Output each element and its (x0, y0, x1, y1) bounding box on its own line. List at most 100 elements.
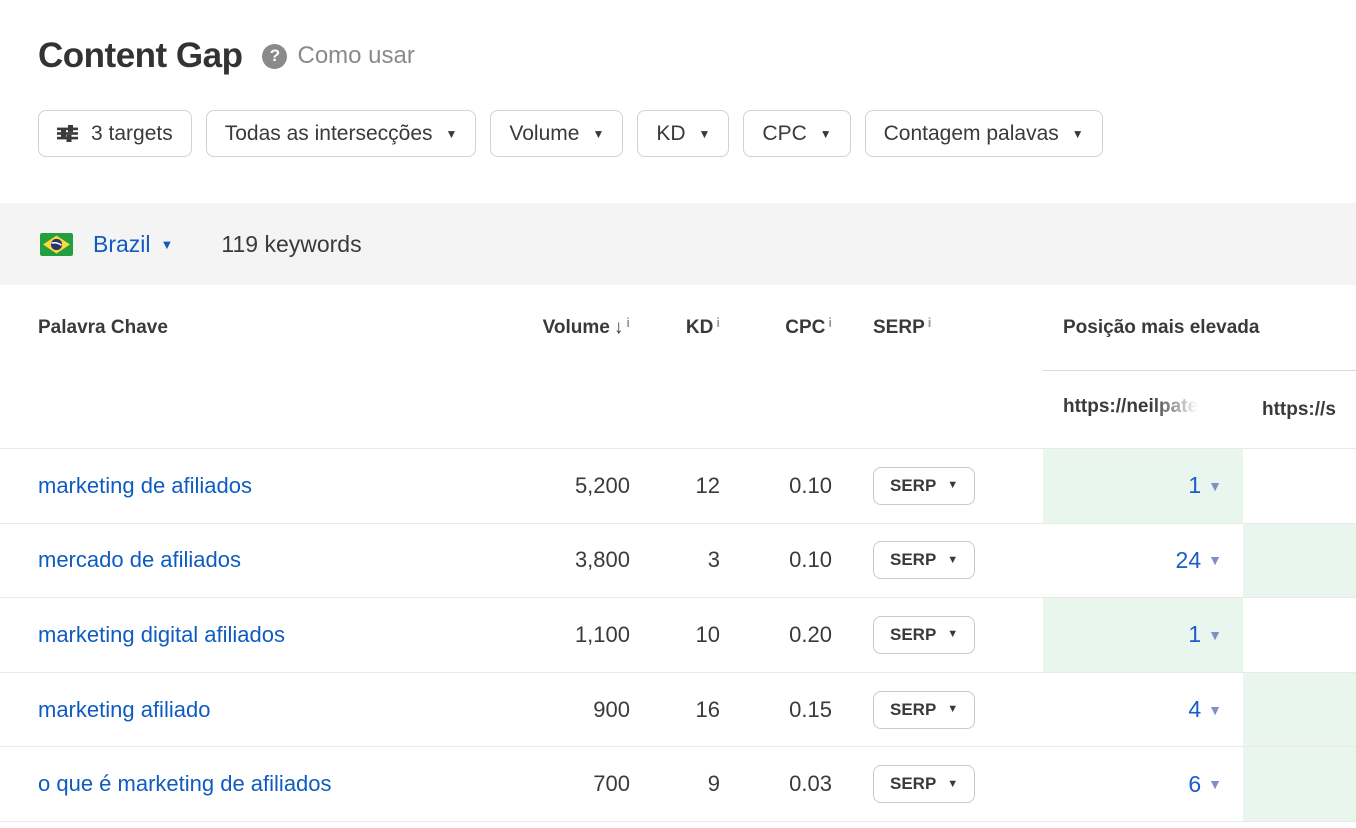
help-link[interactable]: ? Como usar (262, 42, 415, 70)
info-icon: i (828, 315, 832, 330)
position-cell-target1: 4 ▼ (1043, 673, 1243, 747)
position-value: 24 (1175, 546, 1202, 573)
table-row: o que é marketing de afiliados 700 9 0.0… (0, 746, 1356, 821)
chevron-down-icon: ▼ (445, 126, 458, 141)
position-value: 4 (1188, 696, 1202, 723)
volume-filter-label: Volume (509, 121, 580, 145)
keyword-count: 119 keywords (221, 230, 362, 257)
table-row: mercado de afiliados 3,800 3 0.10 SERP ▼… (0, 522, 1356, 598)
col-header-kd[interactable]: KD i (630, 315, 720, 339)
serp-button[interactable]: SERP ▼ (873, 765, 976, 804)
serp-button-label: SERP (890, 550, 937, 570)
position-value: 1 (1188, 621, 1202, 648)
intersections-dropdown[interactable]: Todas as intersecções ▼ (205, 110, 477, 157)
kd-value: 12 (695, 472, 720, 498)
position-cell-target2 (1243, 672, 1356, 747)
cpc-value: 0.20 (789, 621, 832, 647)
position-link[interactable]: 4 ▼ (1188, 696, 1222, 723)
chevron-down-icon: ▼ (1208, 776, 1222, 793)
country-selector[interactable]: Brazil ▼ (93, 231, 173, 258)
serp-button-label: SERP (890, 475, 937, 495)
position-link[interactable]: 1 ▼ (1188, 621, 1222, 648)
position-value: 1 (1188, 472, 1202, 499)
kd-filter-dropdown[interactable]: KD ▼ (637, 110, 730, 157)
cpc-value: 0.10 (789, 547, 832, 573)
kd-value: 10 (695, 621, 720, 647)
keyword-link[interactable]: marketing de afiliados (38, 472, 253, 498)
info-icon: i (626, 315, 630, 330)
col-header-cpc-label: CPC (785, 317, 826, 338)
info-icon: i (716, 315, 720, 330)
chevron-down-icon: ▼ (947, 479, 959, 492)
chevron-down-icon: ▼ (947, 777, 959, 790)
help-icon[interactable]: ? (262, 43, 288, 69)
info-icon: i (927, 315, 932, 330)
keyword-link[interactable]: marketing digital afiliados (38, 621, 286, 647)
chevron-down-icon: ▼ (1071, 126, 1084, 141)
position-link[interactable]: 24 ▼ (1176, 547, 1222, 574)
help-label[interactable]: Como usar (297, 42, 415, 69)
cpc-filter-dropdown[interactable]: CPC ▼ (743, 110, 851, 157)
position-cell-target1: 1 ▼ (1043, 449, 1243, 523)
col-header-target1[interactable]: https://neilpate (1043, 396, 1243, 423)
chevron-down-icon: ▼ (947, 703, 959, 716)
volume-filter-dropdown[interactable]: Volume ▼ (490, 110, 624, 157)
chevron-down-icon: ▼ (819, 126, 832, 141)
brazil-flag-icon (40, 232, 73, 256)
position-cell-target1: 1 ▼ (1043, 598, 1243, 672)
target2-url: https://s (1262, 398, 1336, 420)
volume-value: 5,200 (574, 472, 630, 498)
sliders-icon (57, 125, 78, 142)
position-cell-target2 (1243, 523, 1356, 598)
kd-value: 9 (707, 771, 720, 797)
volume-value: 900 (593, 696, 630, 722)
position-cell-target2 (1243, 449, 1356, 523)
chevron-down-icon: ▼ (592, 126, 605, 141)
chevron-down-icon: ▼ (698, 126, 711, 141)
serp-button[interactable]: SERP ▼ (873, 466, 976, 505)
serp-button[interactable]: SERP ▼ (873, 541, 976, 580)
kd-value: 16 (695, 696, 720, 722)
serp-button-label: SERP (890, 699, 937, 719)
col-header-target2[interactable]: https://s (1243, 399, 1356, 421)
serp-button-label: SERP (890, 624, 937, 644)
cpc-value: 0.15 (789, 696, 832, 722)
chevron-down-icon: ▼ (947, 628, 959, 641)
keyword-link[interactable]: marketing afiliado (38, 696, 211, 722)
col-header-cpc[interactable]: CPC i (720, 315, 832, 339)
col-header-kd-label: KD (685, 317, 714, 338)
keyword-link[interactable]: o que é marketing de afiliados (38, 771, 332, 797)
kd-filter-label: KD (656, 121, 686, 145)
position-link[interactable]: 6 ▼ (1188, 771, 1222, 798)
chevron-down-icon: ▼ (1208, 701, 1222, 718)
intersections-label: Todas as intersecções (224, 121, 433, 145)
targets-button-label: 3 targets (91, 121, 173, 145)
country-bar: Brazil ▼ 119 keywords (0, 203, 1356, 285)
chevron-down-icon: ▼ (1208, 552, 1222, 569)
position-value: 6 (1188, 770, 1202, 797)
table-row: marketing digital afiliados 1,100 10 0.2… (0, 597, 1356, 672)
page-header: Content Gap ? Como usar (0, 0, 1356, 78)
filter-toolbar: 3 targets Todas as intersecções ▼ Volume… (38, 110, 1356, 157)
serp-button[interactable]: SERP ▼ (873, 690, 976, 729)
table-row: marketing afiliado 900 16 0.15 SERP ▼ 4 … (0, 671, 1356, 747)
serp-button[interactable]: SERP ▼ (873, 615, 976, 654)
position-link[interactable]: 1 ▼ (1188, 472, 1222, 499)
word-count-filter-dropdown[interactable]: Contagem palavas ▼ (864, 110, 1103, 157)
sort-desc-icon: ↓ (613, 317, 624, 338)
volume-value: 3,800 (574, 547, 630, 573)
col-header-volume[interactable]: Volume ↓ i (470, 315, 630, 339)
col-header-volume-label: Volume (542, 317, 610, 338)
volume-value: 1,100 (574, 621, 630, 647)
target1-url: https://neilpate (1063, 396, 1199, 418)
chevron-down-icon: ▼ (1208, 626, 1222, 643)
col-header-position-group: Posição mais elevada (1043, 285, 1356, 371)
col-header-keyword[interactable]: Palavra Chave (38, 317, 168, 338)
keyword-link[interactable]: mercado de afiliados (38, 547, 242, 573)
targets-button[interactable]: 3 targets (38, 110, 192, 157)
table-header: Palavra Chave Volume ↓ i KD i CPC i SERP i Po… (0, 285, 1356, 448)
chevron-down-icon: ▼ (947, 553, 959, 566)
serp-button-label: SERP (890, 774, 937, 794)
cpc-value: 0.10 (789, 472, 832, 498)
